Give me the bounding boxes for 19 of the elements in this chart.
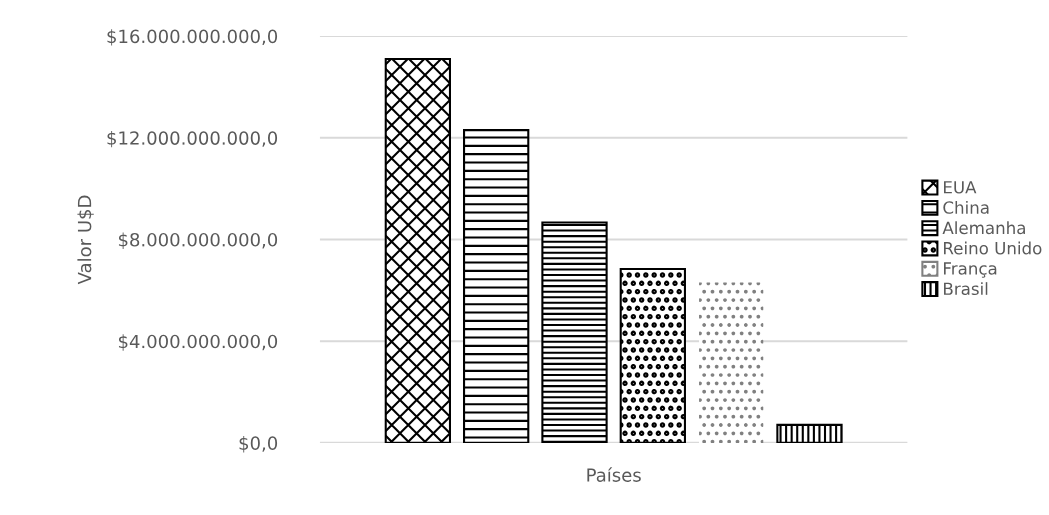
- y-tick-label: $4.000.000.000,0: [118, 334, 278, 351]
- bar: [463, 129, 530, 443]
- y-tick-label: $16.000.000.000,0: [107, 29, 278, 46]
- legend-label: Alemanha: [942, 221, 1025, 235]
- y-tick-label: $0,0: [239, 436, 278, 453]
- legend-label: França: [944, 262, 997, 278]
- bar: [619, 267, 686, 443]
- y-axis-title: Valor U$D: [77, 195, 94, 285]
- y-tick-label: $12.000.000.000,0: [107, 130, 278, 148]
- legend-label: Brasil: [944, 282, 988, 296]
- x-axis-title: Países: [587, 467, 641, 482]
- bar: [699, 282, 764, 443]
- legend-label: Reino Unido: [944, 241, 1042, 255]
- y-tick-label: $8.000.000.000,0: [118, 232, 278, 249]
- legend-label: EUA: [944, 181, 977, 194]
- bar: [541, 221, 608, 443]
- bar: [776, 423, 843, 443]
- bar: [384, 57, 452, 443]
- legend-label: China: [943, 200, 989, 214]
